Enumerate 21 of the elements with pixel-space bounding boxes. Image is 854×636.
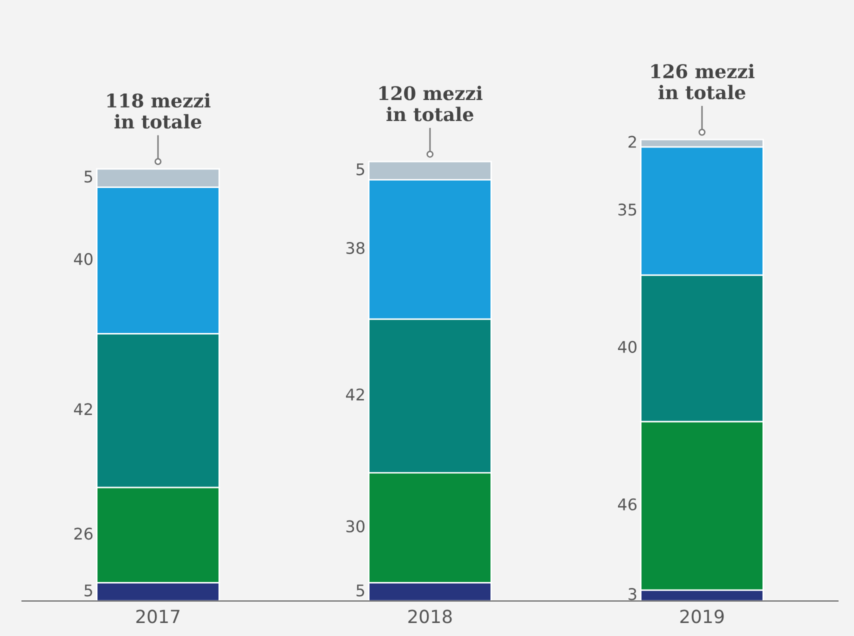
data-label: 46 bbox=[618, 498, 637, 510]
x-tick-label: 2018 bbox=[408, 610, 452, 624]
data-label: 3 bbox=[628, 588, 636, 600]
total-label: 120 mezzi in totale bbox=[379, 86, 482, 122]
data-label: 5 bbox=[356, 584, 364, 596]
data-label: 5 bbox=[356, 163, 364, 176]
data-label: 5 bbox=[84, 584, 92, 596]
data-label: 35 bbox=[618, 204, 636, 216]
data-label: 42 bbox=[74, 403, 92, 415]
data-label: 5 bbox=[84, 170, 92, 183]
data-label: 38 bbox=[346, 242, 364, 254]
data-label: 30 bbox=[346, 520, 364, 532]
data-label: 26 bbox=[74, 528, 93, 540]
total-label: 126 mezzi in totale bbox=[651, 64, 754, 100]
data-label: 42 bbox=[346, 388, 364, 400]
total-label: 118 mezzi in totale bbox=[107, 93, 210, 129]
data-label: 2 bbox=[628, 136, 636, 148]
data-label: 40 bbox=[74, 252, 92, 266]
x-tick-label: 2017 bbox=[136, 610, 180, 624]
data-label: 40 bbox=[618, 340, 636, 353]
x-tick-label: 2019 bbox=[680, 610, 724, 624]
